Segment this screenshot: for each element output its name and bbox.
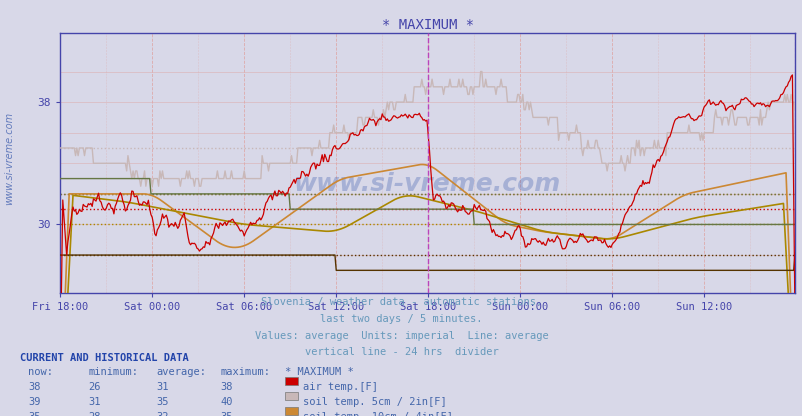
Text: minimum:: minimum: xyxy=(88,367,138,377)
Text: www.si-vreme.com: www.si-vreme.com xyxy=(294,172,561,196)
Text: now:: now: xyxy=(28,367,53,377)
Text: www.si-vreme.com: www.si-vreme.com xyxy=(5,111,14,205)
Text: 39: 39 xyxy=(28,397,41,407)
Text: CURRENT AND HISTORICAL DATA: CURRENT AND HISTORICAL DATA xyxy=(20,353,188,363)
Text: 28: 28 xyxy=(88,412,101,416)
Text: * MAXIMUM *: * MAXIMUM * xyxy=(285,367,354,377)
Text: 32: 32 xyxy=(156,412,169,416)
Text: 38: 38 xyxy=(28,382,41,392)
Text: 31: 31 xyxy=(156,382,169,392)
Title: * MAXIMUM *: * MAXIMUM * xyxy=(381,18,473,32)
Text: soil temp. 5cm / 2in[F]: soil temp. 5cm / 2in[F] xyxy=(302,397,446,407)
Text: 35: 35 xyxy=(156,397,169,407)
Text: vertical line - 24 hrs  divider: vertical line - 24 hrs divider xyxy=(304,347,498,357)
Text: soil temp. 10cm / 4in[F]: soil temp. 10cm / 4in[F] xyxy=(302,412,452,416)
Text: air temp.[F]: air temp.[F] xyxy=(302,382,377,392)
Text: 26: 26 xyxy=(88,382,101,392)
Text: average:: average: xyxy=(156,367,206,377)
Text: Values: average  Units: imperial  Line: average: Values: average Units: imperial Line: av… xyxy=(254,331,548,341)
Text: 40: 40 xyxy=(221,397,233,407)
Text: maximum:: maximum: xyxy=(221,367,270,377)
Text: 35: 35 xyxy=(28,412,41,416)
Text: 31: 31 xyxy=(88,397,101,407)
Text: 38: 38 xyxy=(221,382,233,392)
Text: Slovenia / weather data - automatic stations.: Slovenia / weather data - automatic stat… xyxy=(261,297,541,307)
Text: 35: 35 xyxy=(221,412,233,416)
Text: last two days / 5 minutes.: last two days / 5 minutes. xyxy=(320,314,482,324)
